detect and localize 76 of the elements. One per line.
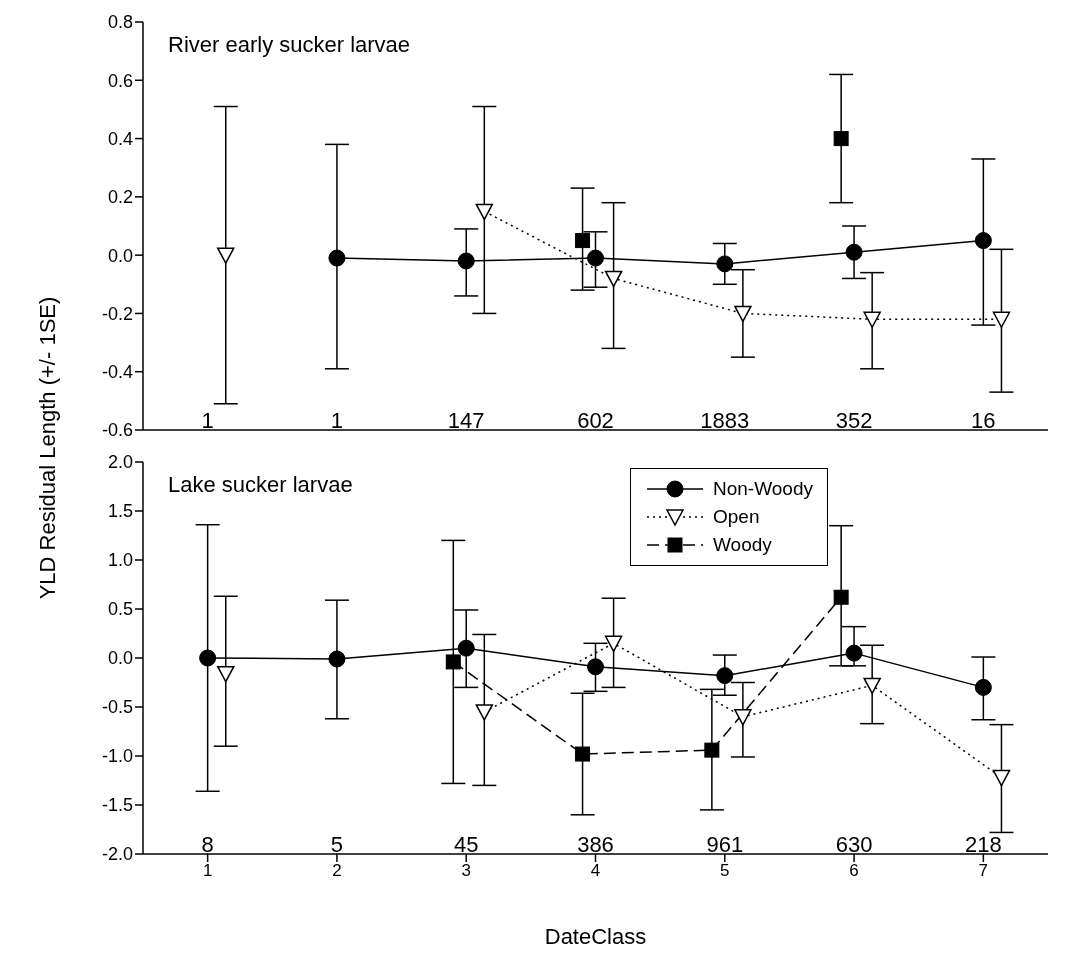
point (863, 311, 881, 329)
annotation: 1 (201, 408, 214, 433)
annotation: 630 (835, 832, 873, 857)
y-tick-label: 0.5 (107, 599, 133, 620)
point (974, 232, 992, 250)
point (974, 678, 992, 696)
annotation: 8 (201, 832, 214, 857)
point (704, 742, 720, 758)
y-tick-label: 0.2 (107, 187, 133, 208)
text: River early sucker larvae (168, 32, 411, 58)
y-tick-label: 1.5 (107, 501, 133, 522)
point (457, 252, 475, 270)
x-tick-label: 7 (978, 861, 989, 881)
point (587, 249, 604, 267)
y-tick-label: 0.6 (107, 70, 133, 91)
point (216, 665, 235, 683)
annotation: 386 (577, 832, 614, 857)
point (734, 709, 752, 726)
legend-label: Woody (713, 534, 772, 556)
point (845, 644, 863, 662)
point (328, 650, 346, 668)
point (199, 649, 217, 667)
y-tick-label: -0.2 (101, 303, 133, 324)
point (833, 131, 849, 147)
y-tick-label: 0.4 (107, 128, 133, 149)
x-tick-label: 4 (590, 861, 601, 881)
point (575, 233, 591, 249)
point (992, 311, 1011, 329)
y-axis-title: YLD Residual Length (+/- 1SE) (35, 296, 61, 600)
point (734, 305, 752, 323)
y-tick-label: 0.0 (107, 245, 133, 266)
point (475, 704, 494, 721)
y-tick-label: -1.0 (101, 746, 133, 767)
x-tick-label: 5 (720, 861, 730, 881)
y-tick-label: 2.0 (107, 452, 133, 473)
point (863, 677, 881, 695)
y-tick-label: -0.5 (101, 697, 133, 718)
point (328, 249, 346, 267)
y-tick-label: -0.6 (101, 420, 133, 441)
x-tick-label: 2 (332, 861, 342, 881)
annotation: 147 (447, 408, 485, 433)
point (604, 270, 623, 288)
annotation: 218 (965, 832, 1002, 857)
x-tick-label: 1 (202, 861, 213, 881)
point (604, 635, 623, 653)
text: Lake sucker larvae (168, 472, 353, 498)
point (457, 639, 475, 657)
point (445, 654, 461, 670)
y-tick-label: -1.5 (101, 795, 133, 816)
y-tick-label: -0.4 (101, 362, 133, 383)
y-tick-label: 0.0 (107, 648, 133, 669)
y-tick-label: -2.0 (101, 844, 133, 865)
annotation: 1 (330, 408, 344, 433)
point (575, 746, 591, 762)
y-tick-label: 0.8 (107, 12, 133, 33)
point (716, 667, 734, 685)
annotation: 352 (835, 408, 873, 433)
legend-label: Open (713, 506, 760, 528)
x-tick-label: 3 (461, 861, 471, 881)
y-tick-label: 1.0 (107, 550, 133, 571)
annotation: 45 (453, 832, 479, 857)
x-axis-title: DateClass (544, 924, 647, 949)
legend-label: Non-Woody (713, 478, 813, 500)
point (833, 589, 849, 605)
annotation: 602 (577, 408, 614, 433)
point (216, 247, 235, 264)
point (587, 658, 604, 676)
annotation: 5 (330, 832, 344, 857)
x-tick-label: 6 (849, 861, 859, 881)
annotation: 1883 (700, 408, 750, 433)
point (716, 255, 734, 273)
point (845, 243, 863, 261)
annotation: 16 (971, 408, 996, 433)
annotation: 961 (706, 832, 744, 857)
point (475, 203, 494, 221)
point (992, 769, 1011, 787)
